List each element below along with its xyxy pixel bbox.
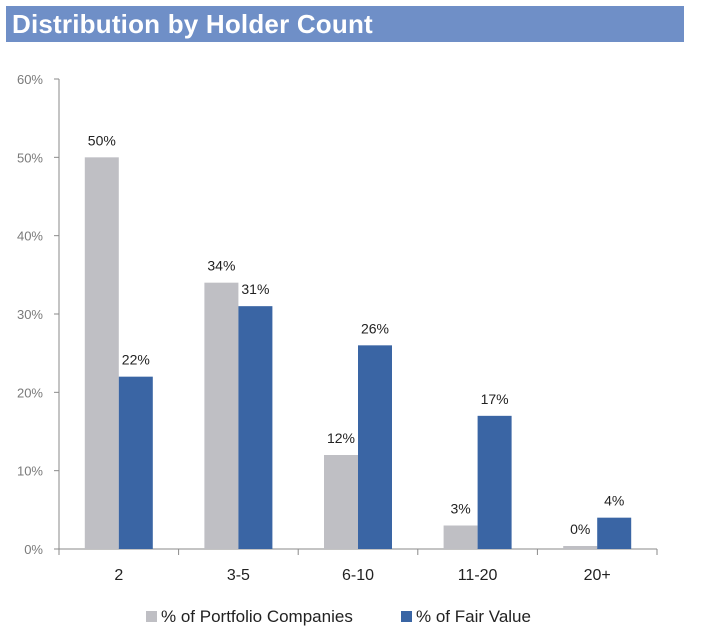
- bar-portfolio-companies: [324, 455, 358, 549]
- title-bar: Distribution by Holder Count: [6, 6, 684, 42]
- bar-fair-value: [238, 306, 273, 549]
- data-label: 17%: [481, 391, 509, 407]
- y-tick-label: 50%: [17, 150, 43, 165]
- legend-label-fair-value: % of Fair Value: [416, 607, 531, 626]
- y-tick-label: 60%: [17, 72, 43, 87]
- data-label: 12%: [327, 430, 355, 446]
- bar-portfolio-companies: [443, 525, 478, 549]
- bar-fair-value: [118, 376, 153, 549]
- x-tick-label: 3-5: [227, 567, 250, 584]
- bar-portfolio-companies: [563, 546, 598, 549]
- data-label: 31%: [241, 281, 269, 297]
- bar-portfolio-companies: [204, 282, 239, 549]
- y-tick-label: 10%: [17, 464, 43, 479]
- bar-fair-value: [358, 345, 392, 549]
- bar-portfolio-companies: [84, 157, 119, 550]
- legend-swatch-portfolio-companies: [146, 611, 157, 622]
- data-label: 34%: [207, 258, 235, 274]
- x-tick-label: 6-10: [342, 567, 374, 584]
- data-label: 26%: [361, 320, 389, 336]
- data-label: 3%: [450, 501, 470, 517]
- x-tick-label: 11-20: [458, 567, 498, 584]
- data-label: 4%: [604, 493, 624, 509]
- y-tick-label: 20%: [17, 385, 43, 400]
- y-tick-label: 30%: [17, 307, 43, 322]
- legend-label-portfolio-companies: % of Portfolio Companies: [161, 607, 353, 626]
- data-label: 50%: [88, 132, 116, 148]
- legend-swatch-fair-value: [401, 611, 412, 622]
- x-tick-label: 20+: [584, 567, 611, 584]
- bar-fair-value: [477, 415, 512, 549]
- x-tick-label: 2: [114, 567, 123, 584]
- data-label: 22%: [122, 352, 150, 368]
- y-tick-label: 0%: [24, 542, 43, 557]
- data-label: 0%: [570, 521, 590, 537]
- bar-fair-value: [597, 517, 632, 549]
- y-tick-label: 40%: [17, 229, 43, 244]
- chart-title: Distribution by Holder Count: [12, 9, 373, 39]
